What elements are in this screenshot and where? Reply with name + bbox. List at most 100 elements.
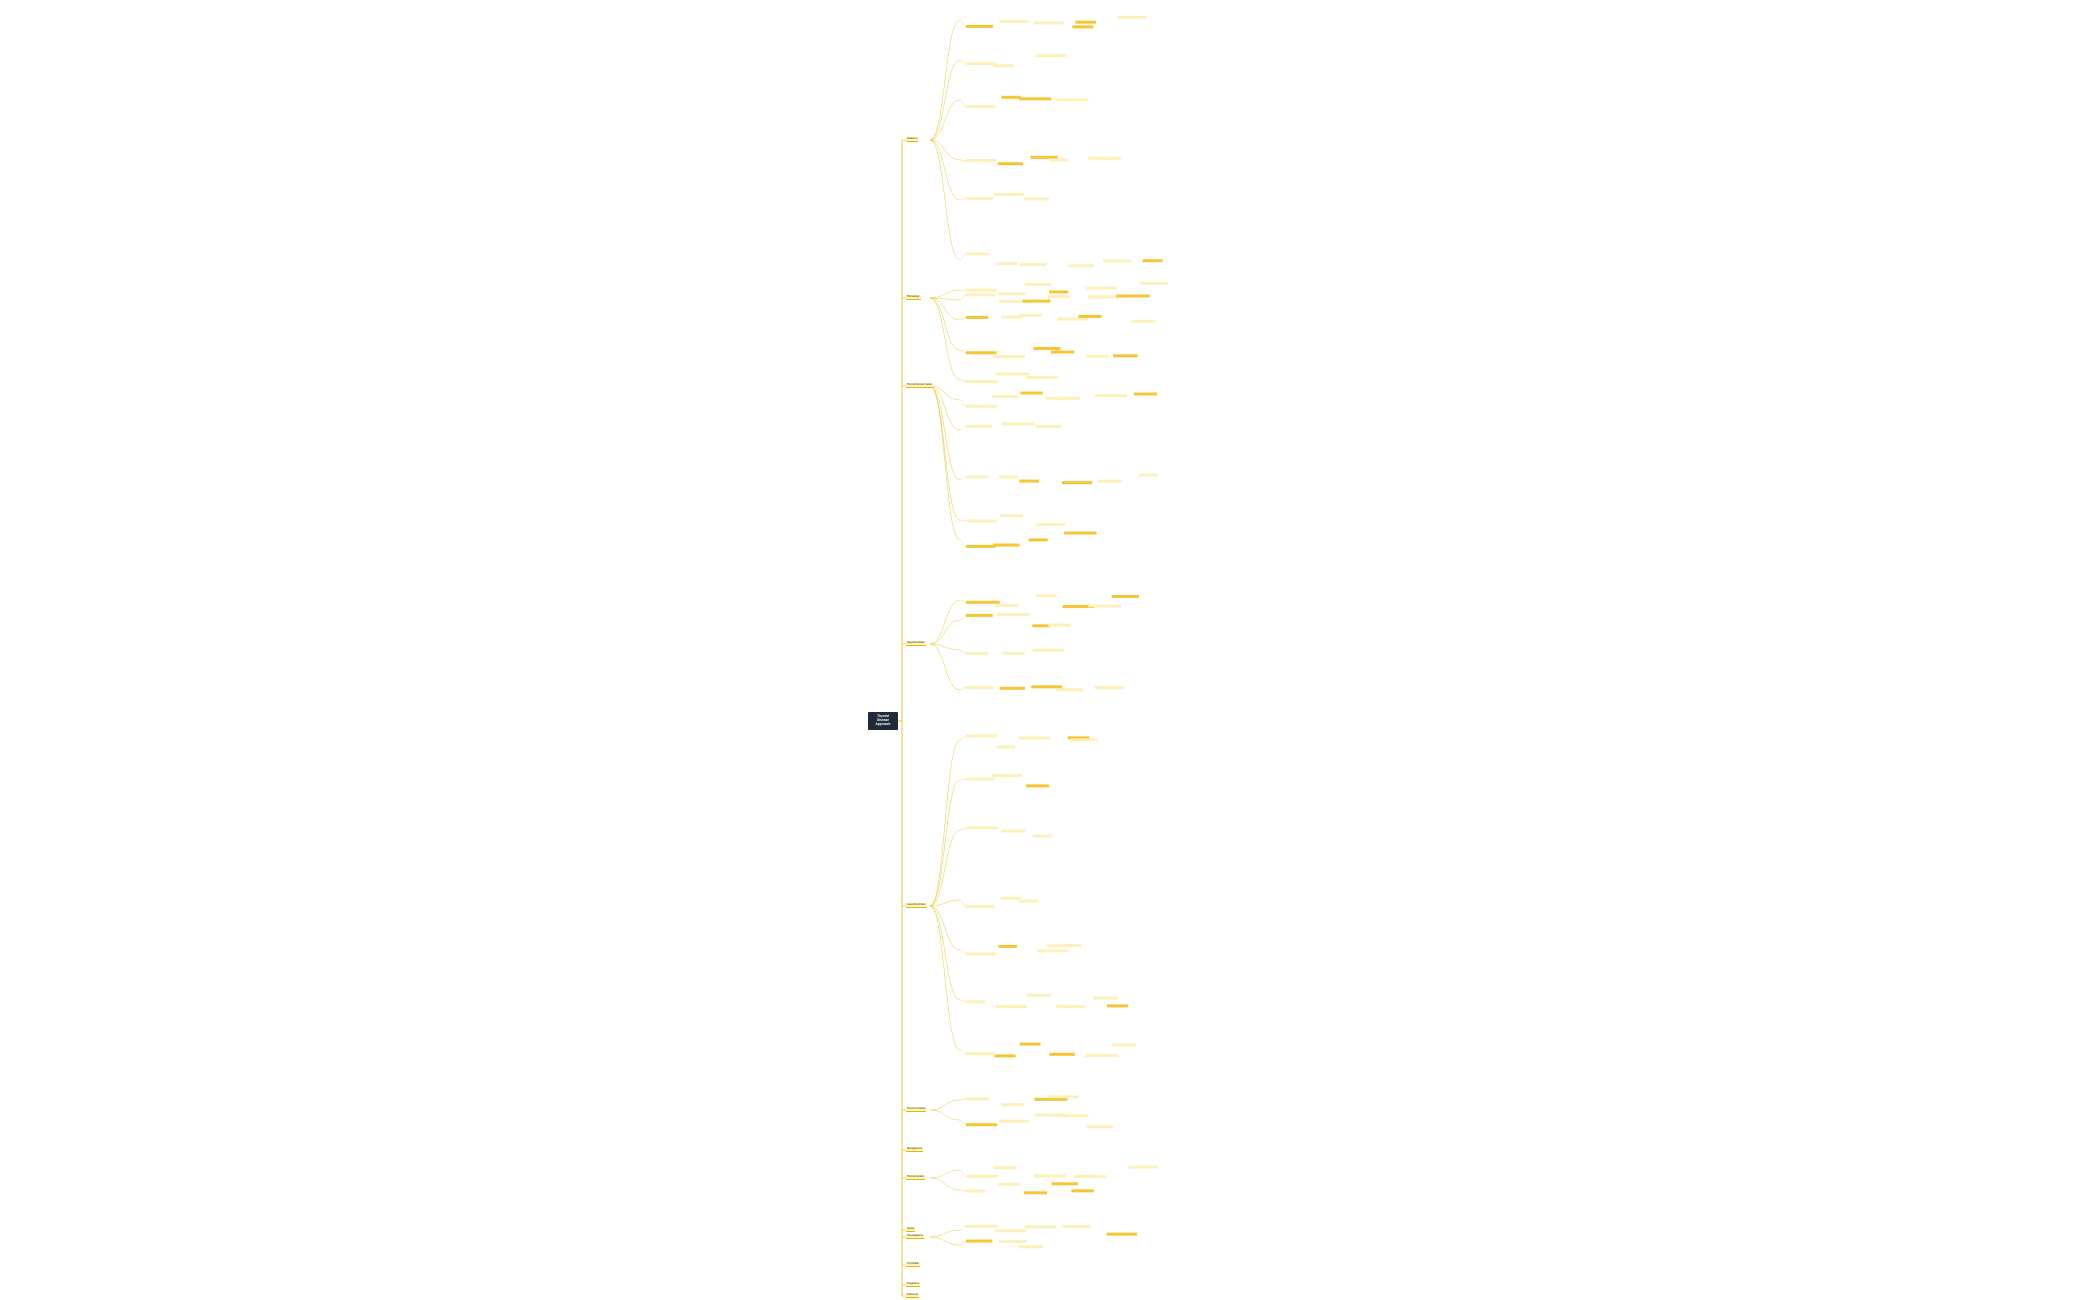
leaf-node[interactable] [1032, 834, 1052, 838]
leaf-node[interactable] [966, 380, 999, 384]
leaf-node[interactable] [1068, 264, 1094, 268]
leaf-node[interactable] [1001, 1103, 1024, 1107]
leaf-node[interactable] [1033, 1174, 1067, 1178]
leaf-node[interactable] [1001, 315, 1023, 319]
leaf-node[interactable] [966, 904, 995, 908]
leaf-node[interactable] [994, 1054, 1016, 1058]
leaf-node[interactable] [966, 351, 997, 355]
leaf-node[interactable] [999, 686, 1025, 690]
leaf-node[interactable] [966, 24, 993, 28]
leaf-node[interactable] [1034, 1097, 1068, 1101]
leaf-node[interactable] [1024, 282, 1052, 286]
leaf-node[interactable] [1087, 295, 1120, 299]
leaf-node[interactable] [992, 543, 1020, 547]
leaf-node[interactable] [1061, 481, 1093, 485]
branch-node-b7[interactable]: Thyroid cancer [906, 1175, 926, 1180]
leaf-node[interactable] [966, 293, 996, 297]
leaf-node[interactable] [1075, 20, 1097, 24]
leaf-node[interactable] [966, 1239, 993, 1243]
leaf-node[interactable] [1020, 391, 1043, 395]
leaf-node[interactable] [966, 1097, 990, 1101]
leaf-node[interactable] [966, 62, 996, 66]
leaf-node[interactable] [1067, 736, 1090, 740]
leaf-node[interactable] [1063, 531, 1097, 535]
leaf-node[interactable] [966, 475, 989, 479]
leaf-node[interactable] [1071, 1189, 1094, 1193]
leaf-node[interactable] [966, 197, 994, 201]
leaf-node[interactable] [1023, 1191, 1048, 1195]
leaf-node[interactable] [966, 315, 989, 319]
leaf-node[interactable] [1062, 1225, 1091, 1229]
leaf-node[interactable] [996, 262, 1018, 266]
leaf-node[interactable] [998, 944, 1018, 948]
branch-node-b1[interactable]: Anatomy [906, 137, 919, 142]
leaf-node[interactable] [1138, 473, 1158, 477]
leaf-node[interactable] [1035, 54, 1066, 58]
leaf-node[interactable] [1112, 354, 1138, 358]
leaf-node[interactable] [1049, 290, 1069, 294]
leaf-node[interactable] [1088, 604, 1122, 608]
leaf-node[interactable] [1078, 315, 1102, 319]
leaf-node[interactable] [966, 826, 998, 830]
leaf-node[interactable] [966, 734, 998, 738]
branch-node-b6[interactable]: Thyroid nodules [906, 1107, 927, 1112]
leaf-node[interactable] [1033, 21, 1064, 25]
leaf-node[interactable] [966, 288, 997, 292]
leaf-node[interactable] [966, 777, 995, 781]
leaf-node[interactable] [966, 1123, 998, 1127]
leaf-node[interactable] [1106, 1232, 1137, 1236]
leaf-node[interactable] [997, 162, 1024, 166]
leaf-node[interactable] [1024, 1225, 1057, 1229]
leaf-node[interactable] [993, 64, 1015, 68]
leaf-node[interactable] [1023, 197, 1050, 201]
leaf-node[interactable] [966, 544, 996, 548]
leaf-node[interactable] [1028, 538, 1048, 542]
leaf-node[interactable] [1036, 523, 1066, 527]
leaf-node[interactable] [966, 158, 997, 162]
leaf-node[interactable] [1142, 259, 1163, 263]
leaf-node[interactable] [966, 1224, 998, 1228]
leaf-node[interactable] [966, 952, 997, 956]
leaf-node[interactable] [992, 395, 1019, 399]
leaf-node[interactable] [1001, 651, 1025, 655]
leaf-node[interactable] [1111, 594, 1140, 598]
branch-node-b9[interactable]: Thyroiditis [906, 1262, 920, 1267]
leaf-node[interactable] [1057, 1114, 1089, 1118]
leaf-node[interactable] [1018, 1245, 1043, 1249]
leaf-node[interactable] [1051, 350, 1075, 354]
leaf-node[interactable] [1048, 1095, 1079, 1099]
leaf-node[interactable] [1102, 259, 1132, 263]
leaf-node[interactable] [992, 1166, 1017, 1170]
leaf-node[interactable] [1018, 313, 1042, 317]
leaf-node[interactable] [966, 1189, 986, 1193]
leaf-node[interactable] [992, 355, 1026, 359]
leaf-node[interactable] [966, 404, 997, 408]
leaf-node[interactable] [1131, 319, 1156, 323]
leaf-node[interactable] [998, 1119, 1029, 1123]
leaf-node[interactable] [1133, 392, 1157, 396]
leaf-node[interactable] [966, 651, 989, 655]
branch-node-b10[interactable]: Pregnancy [906, 1282, 921, 1287]
leaf-node[interactable] [1094, 394, 1127, 398]
leaf-node[interactable] [1000, 514, 1023, 518]
branch-node-b4[interactable]: Hypothyroidism [906, 641, 926, 646]
leaf-node[interactable] [1049, 158, 1069, 162]
leaf-node[interactable] [1111, 1043, 1136, 1047]
leaf-node[interactable] [1055, 688, 1083, 692]
leaf-node[interactable] [1022, 299, 1051, 303]
leaf-node[interactable] [1032, 624, 1051, 628]
leaf-node[interactable] [1048, 623, 1071, 627]
leaf-node[interactable] [1057, 317, 1089, 321]
leaf-node[interactable] [1001, 422, 1035, 426]
leaf-node[interactable] [1035, 594, 1057, 598]
leaf-node[interactable] [1116, 294, 1150, 298]
leaf-node[interactable] [1106, 1004, 1129, 1008]
leaf-node[interactable] [999, 299, 1031, 303]
branch-node-b12[interactable]: Management [906, 1147, 924, 1152]
leaf-node[interactable] [1026, 993, 1052, 997]
root-node[interactable]: Thyroid Disease Approach [868, 712, 898, 730]
leaf-node[interactable] [1088, 156, 1122, 160]
leaf-node[interactable] [1085, 286, 1118, 290]
leaf-node[interactable] [1097, 479, 1122, 483]
leaf-node[interactable] [966, 1000, 986, 1004]
